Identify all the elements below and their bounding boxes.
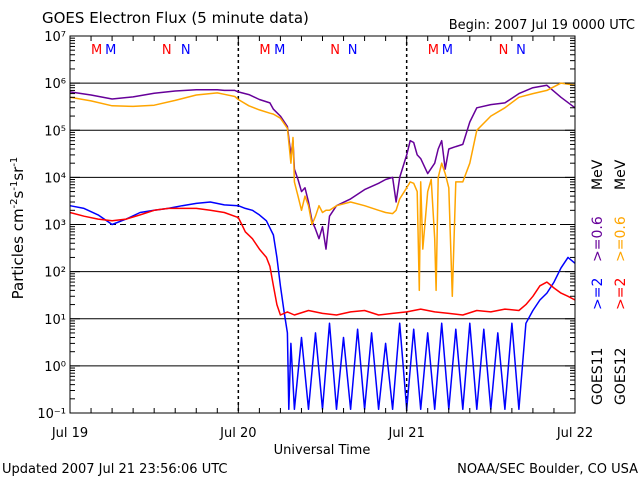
- legend-goes12-unit: MeV: [613, 159, 629, 190]
- noon-midnight-marker: M: [428, 43, 439, 58]
- y-axis-label-sup1: -2: [9, 198, 20, 208]
- noon-midnight-marker: N: [516, 43, 526, 58]
- legend-goes11-06mev: >=0.6: [590, 216, 606, 262]
- y-axis-label-sup3: -1: [9, 157, 20, 167]
- y-tick-label: 10⁶: [44, 77, 66, 92]
- y-tick-label: 10⁰: [44, 360, 66, 375]
- noon-midnight-marker: M: [274, 43, 285, 58]
- x-tick-label: Jul 19: [51, 426, 88, 441]
- footer-credit: NOAA/SEC Boulder, CO USA: [457, 462, 638, 477]
- y-axis-label-part2: s: [9, 190, 27, 198]
- noon-midnight-marker: M: [105, 43, 116, 58]
- series-line: [69, 82, 576, 298]
- y-tick-label: 10¹: [44, 313, 66, 328]
- y-axis-title: Particles cm-2s-1sr-1: [9, 157, 27, 300]
- noon-midnight-marker: N: [181, 43, 191, 58]
- x-tick-label: Jul 21: [387, 426, 424, 441]
- noon-midnight-marker: N: [499, 43, 509, 58]
- legend-goes12-06mev: >=0.6: [613, 216, 629, 262]
- y-tick-label: 10⁴: [44, 171, 66, 186]
- plot-frame: [69, 35, 576, 414]
- y-axis-label-part3: sr: [9, 166, 27, 181]
- y-tick-label: 10⁵: [44, 124, 66, 139]
- series-line: [69, 84, 576, 250]
- noon-midnight-marker: N: [348, 43, 358, 58]
- legend-goes11-label: GOES11: [590, 348, 606, 405]
- noon-midnight-marker: M: [259, 43, 270, 58]
- legend-goes11-unit: MeV: [590, 159, 606, 190]
- legend-goes11-2mev: >=2: [590, 278, 606, 310]
- legend-goes12-2mev: >=2: [613, 278, 629, 310]
- series-line: [69, 207, 576, 316]
- x-axis-title: Universal Time: [274, 443, 371, 458]
- noon-midnight-marker: M: [91, 43, 102, 58]
- begin-label: Begin: 2007 Jul 19 0000 UTC: [449, 18, 635, 33]
- noon-midnight-marker: M: [442, 43, 453, 58]
- y-axis-label: Particles cm-2s-1sr-1: [9, 157, 27, 300]
- footer-updated: Updated 2007 Jul 21 23:56:06 UTC: [2, 462, 227, 477]
- y-tick-label: 10³: [44, 219, 66, 234]
- series-line: [69, 201, 576, 411]
- x-tick-label: Jul 20: [219, 426, 256, 441]
- y-tick-label: 10²: [44, 266, 66, 281]
- y-tick-label: 10⁻¹: [37, 407, 66, 422]
- noon-midnight-marker: N: [162, 43, 172, 58]
- chart-title: GOES Electron Flux (5 minute data): [42, 9, 309, 27]
- grid-lines: [70, 82, 575, 367]
- y-axis-label-sup2: -1: [9, 181, 20, 191]
- x-tick-label: Jul 22: [556, 426, 593, 441]
- data-series: [69, 82, 576, 411]
- legend: GOES11 GOES12 >=2 >=0.6 MeV >=2 >=0.6 Me…: [590, 159, 629, 405]
- y-axis-label-part1: Particles cm: [9, 208, 27, 299]
- noon-midnight-marker: N: [330, 43, 340, 58]
- y-tick-label: 10⁷: [44, 30, 66, 45]
- legend-goes12-label: GOES12: [613, 348, 629, 405]
